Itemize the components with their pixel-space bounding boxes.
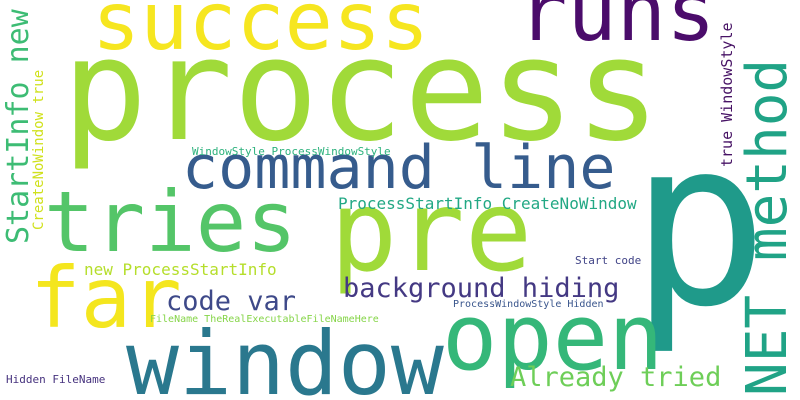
word-background-hiding: background hiding: [343, 273, 620, 304]
word-process: process: [62, 8, 661, 173]
word-command-line: command line: [182, 133, 616, 203]
word-success: success: [92, 0, 430, 68]
word-already-tried: Already tried: [510, 362, 722, 393]
word-filename-therealexecutablefilenamehere: FileName TheRealExecutableFileNameHere: [150, 314, 379, 325]
word-runs: runs: [518, 0, 716, 60]
word-start-code: Start code: [575, 254, 642, 267]
word-startinfo-new: StartInfo new: [1, 9, 36, 244]
word-createnowindow-true: CreateNoWindow true: [31, 69, 47, 230]
word-window: window: [126, 312, 444, 400]
word-open: open: [442, 284, 664, 391]
word-processstartinfo-createnowindow: ProcessStartInfo CreateNoWindow: [338, 194, 637, 213]
word-processwindowstyle-hidden: ProcessWindowStyle Hidden: [453, 299, 604, 310]
word-windowstyle-processwindowstyle: WindowStyle ProcessWindowStyle: [192, 145, 391, 158]
word-net-method: NET method: [735, 58, 800, 396]
word-p: p: [630, 91, 769, 358]
word-pre: pre: [330, 167, 533, 297]
word-true-windowstyle: true WindowStyle: [718, 22, 736, 168]
word-code-var: code var: [166, 286, 297, 317]
word-new-processstartinfo: new ProcessStartInfo: [84, 260, 277, 279]
word-far: far: [30, 249, 182, 347]
word-tries: tries: [44, 173, 297, 271]
word-hidden-filename: Hidden FileName: [6, 373, 106, 386]
